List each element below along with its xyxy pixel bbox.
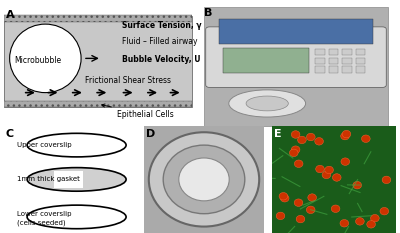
Text: E: E bbox=[274, 129, 282, 139]
Text: 1mm thick gasket: 1mm thick gasket bbox=[17, 176, 80, 182]
Ellipse shape bbox=[308, 194, 316, 201]
Text: Lower coverslip: Lower coverslip bbox=[17, 211, 72, 217]
Ellipse shape bbox=[341, 132, 349, 140]
Text: Bubble Velocity, U: Bubble Velocity, U bbox=[122, 55, 201, 64]
Ellipse shape bbox=[229, 90, 306, 117]
Bar bbox=[329, 49, 338, 55]
Ellipse shape bbox=[296, 215, 305, 223]
Ellipse shape bbox=[367, 221, 376, 228]
Bar bbox=[223, 48, 310, 73]
Bar bbox=[315, 49, 325, 55]
Ellipse shape bbox=[298, 136, 306, 144]
Bar bbox=[342, 58, 352, 64]
Ellipse shape bbox=[325, 166, 334, 174]
FancyBboxPatch shape bbox=[206, 27, 386, 87]
Text: Upper coverslip: Upper coverslip bbox=[17, 142, 72, 148]
Text: Frictional Shear Stress: Frictional Shear Stress bbox=[85, 75, 171, 85]
Ellipse shape bbox=[331, 205, 340, 212]
Ellipse shape bbox=[370, 214, 379, 222]
Bar bbox=[329, 58, 338, 64]
Ellipse shape bbox=[163, 145, 245, 214]
Text: Microbubble: Microbubble bbox=[14, 56, 62, 65]
Bar bbox=[342, 66, 352, 73]
Bar bbox=[4, 101, 192, 107]
Text: D: D bbox=[146, 129, 156, 139]
Ellipse shape bbox=[322, 171, 331, 179]
Text: Surface Tension, γ: Surface Tension, γ bbox=[122, 21, 202, 30]
Text: A: A bbox=[6, 10, 14, 21]
Bar bbox=[342, 49, 352, 55]
Text: B: B bbox=[204, 8, 212, 18]
Bar bbox=[329, 66, 338, 73]
Ellipse shape bbox=[382, 176, 391, 184]
Bar bbox=[315, 58, 325, 64]
Ellipse shape bbox=[294, 160, 303, 168]
Ellipse shape bbox=[246, 96, 288, 111]
Ellipse shape bbox=[291, 131, 300, 138]
Text: Fluid – Filled airway: Fluid – Filled airway bbox=[122, 37, 198, 46]
Ellipse shape bbox=[316, 165, 324, 173]
FancyBboxPatch shape bbox=[4, 16, 192, 107]
Ellipse shape bbox=[341, 158, 350, 165]
Ellipse shape bbox=[280, 195, 289, 202]
Ellipse shape bbox=[306, 133, 315, 141]
Ellipse shape bbox=[294, 199, 303, 206]
Text: C: C bbox=[5, 129, 14, 139]
Bar bbox=[4, 15, 192, 22]
Ellipse shape bbox=[340, 219, 349, 227]
FancyBboxPatch shape bbox=[54, 171, 83, 188]
Bar bbox=[356, 58, 365, 64]
Ellipse shape bbox=[380, 207, 389, 215]
Ellipse shape bbox=[291, 146, 300, 153]
Text: (cells seeded): (cells seeded) bbox=[17, 219, 66, 226]
Ellipse shape bbox=[27, 205, 126, 229]
Ellipse shape bbox=[10, 24, 81, 93]
Ellipse shape bbox=[279, 192, 288, 200]
Ellipse shape bbox=[332, 174, 341, 181]
Ellipse shape bbox=[179, 158, 229, 201]
Ellipse shape bbox=[353, 182, 362, 189]
Text: Epithelial Cells: Epithelial Cells bbox=[102, 104, 174, 119]
Ellipse shape bbox=[290, 149, 298, 157]
Ellipse shape bbox=[342, 130, 351, 138]
Bar bbox=[356, 49, 365, 55]
Bar bbox=[356, 66, 365, 73]
Ellipse shape bbox=[356, 218, 364, 225]
Ellipse shape bbox=[315, 137, 324, 145]
Ellipse shape bbox=[149, 132, 259, 226]
Ellipse shape bbox=[306, 206, 315, 214]
Ellipse shape bbox=[276, 212, 285, 220]
Ellipse shape bbox=[27, 133, 126, 157]
Bar bbox=[315, 66, 325, 73]
Bar bbox=[219, 20, 373, 44]
Ellipse shape bbox=[362, 135, 370, 142]
Ellipse shape bbox=[27, 168, 126, 191]
